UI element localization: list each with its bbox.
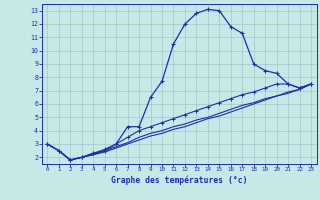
X-axis label: Graphe des températures (°c): Graphe des températures (°c) [111, 175, 247, 185]
